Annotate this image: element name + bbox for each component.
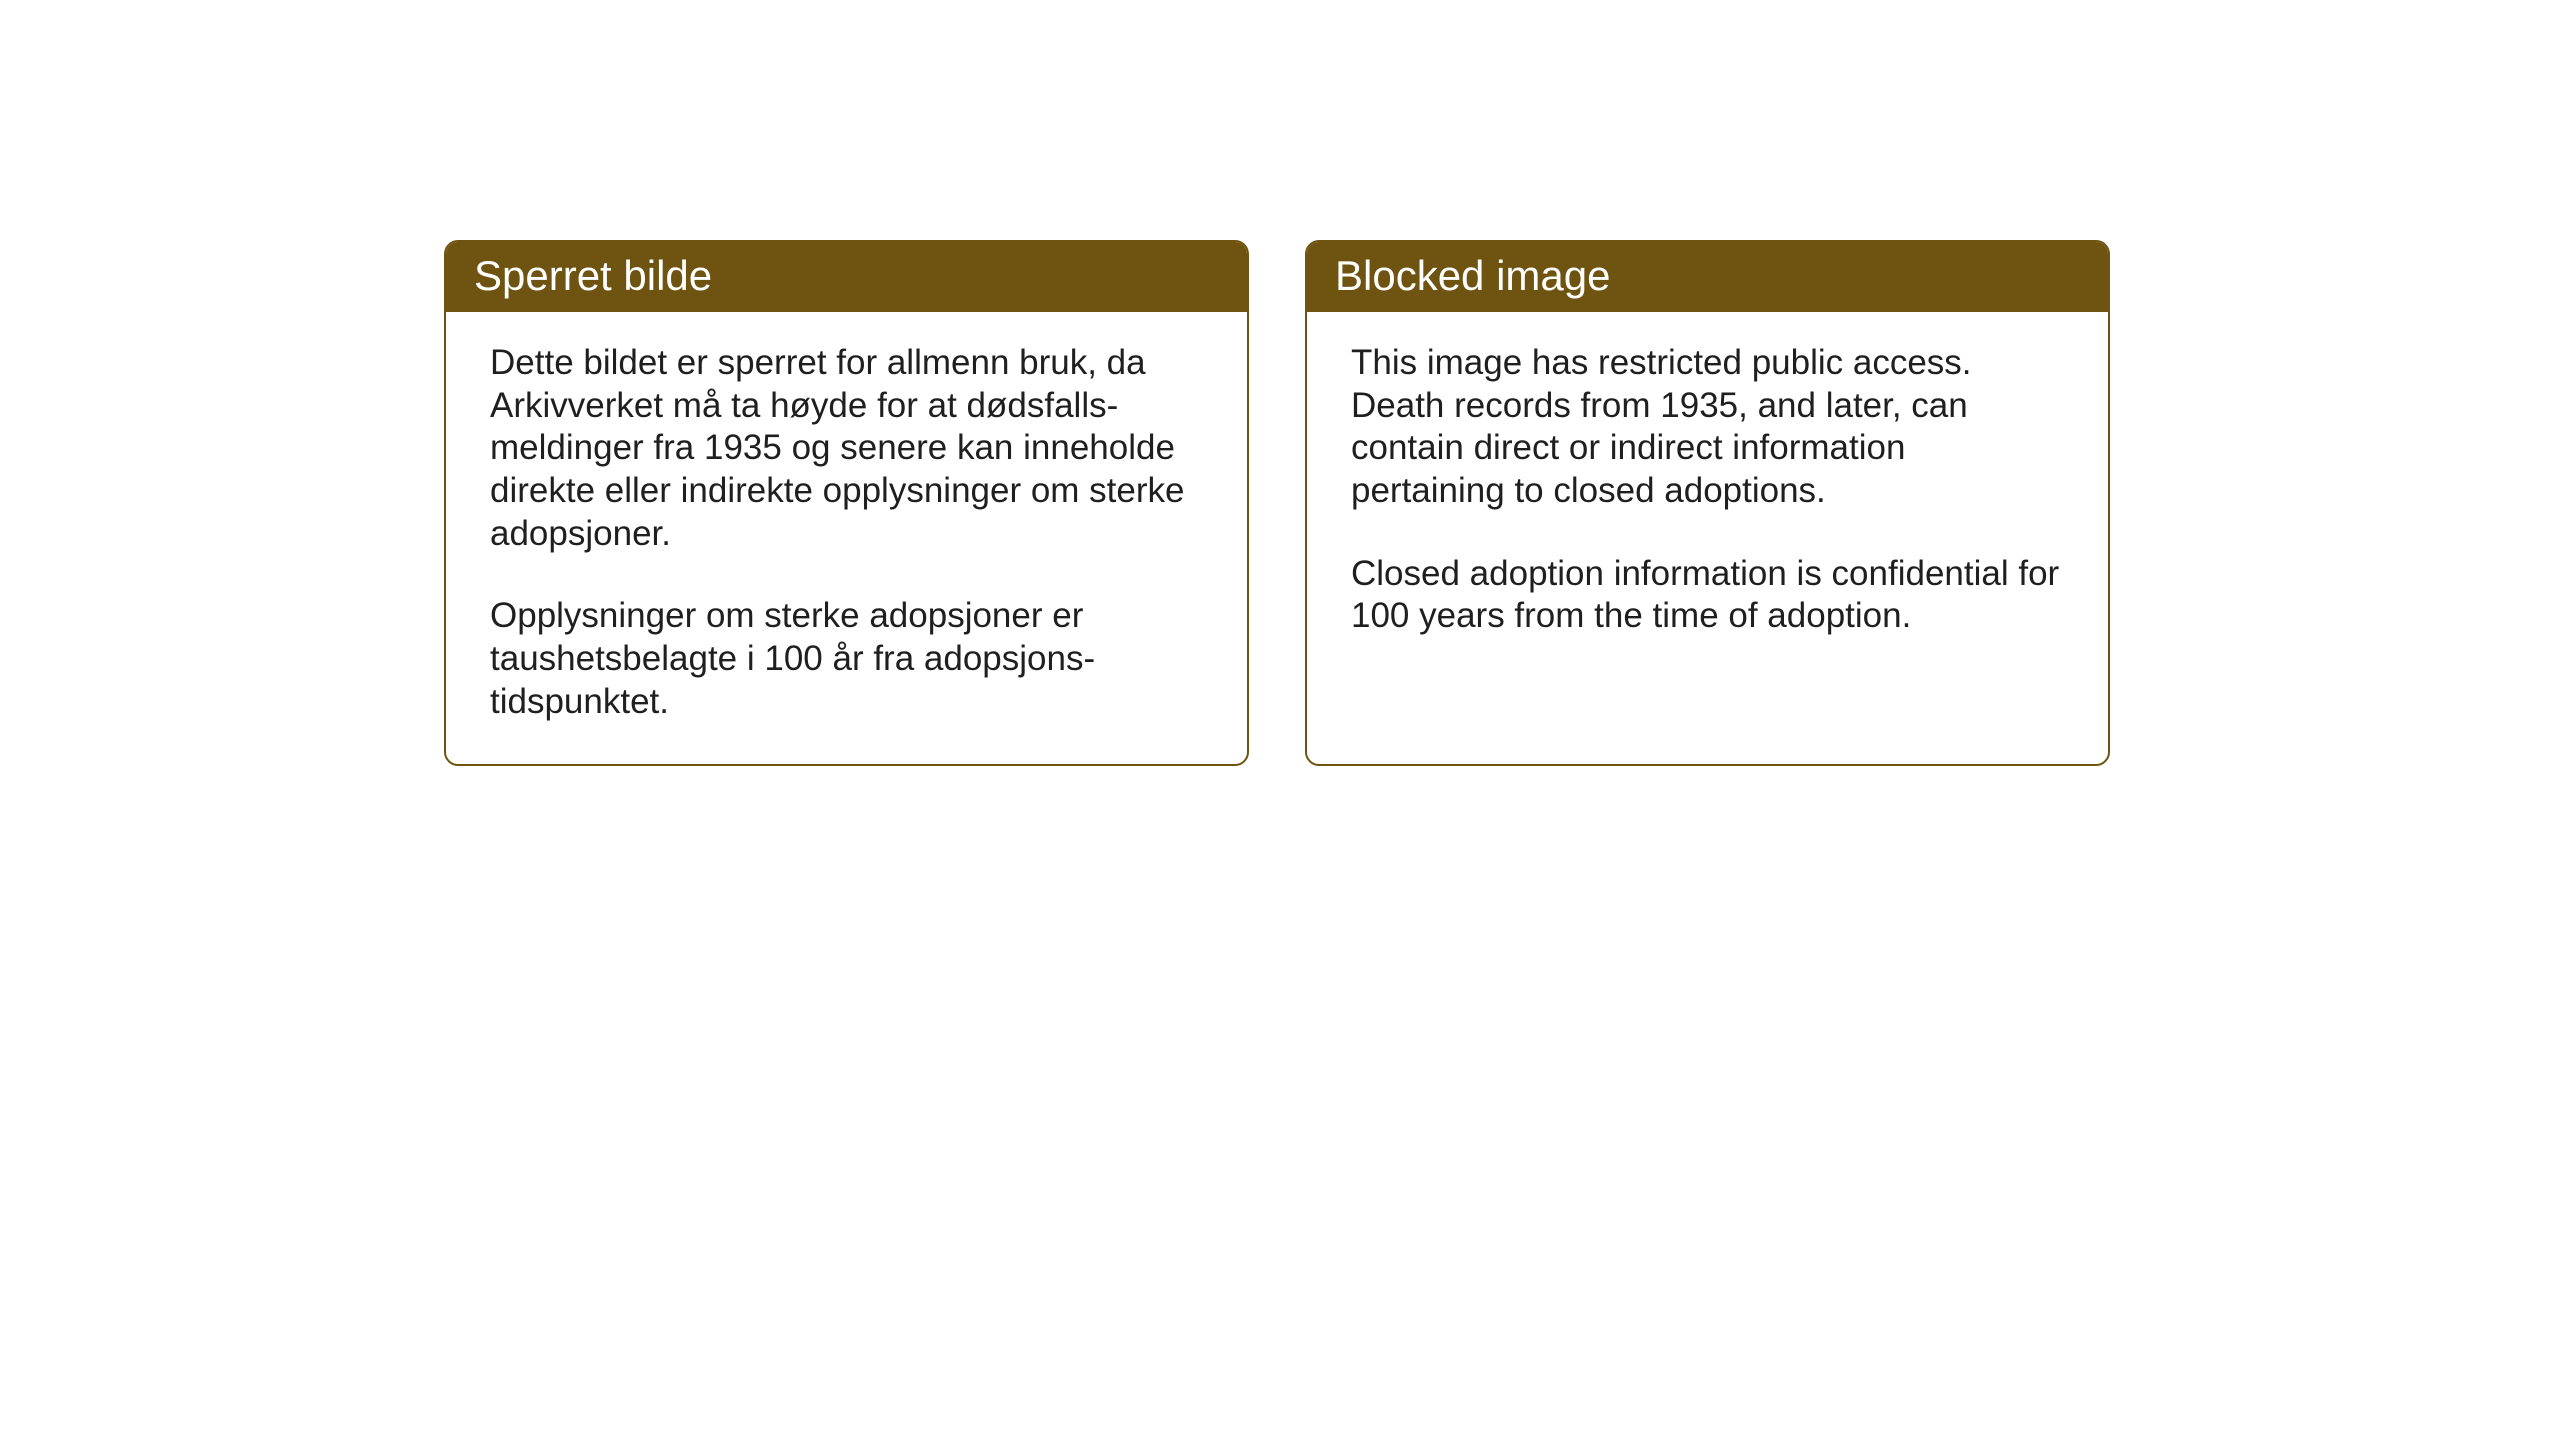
notice-container: Sperret bilde Dette bildet er sperret fo… xyxy=(444,240,2110,766)
card-header-english: Blocked image xyxy=(1307,242,2108,312)
card-paragraph-1-english: This image has restricted public access.… xyxy=(1351,342,2064,513)
card-body-norwegian: Dette bildet er sperret for allmenn bruk… xyxy=(446,312,1247,764)
notice-card-english: Blocked image This image has restricted … xyxy=(1305,240,2110,766)
card-header-norwegian: Sperret bilde xyxy=(446,242,1247,312)
card-paragraph-1-norwegian: Dette bildet er sperret for allmenn bruk… xyxy=(490,342,1203,555)
card-body-english: This image has restricted public access.… xyxy=(1307,312,2108,752)
card-paragraph-2-english: Closed adoption information is confident… xyxy=(1351,553,2064,638)
card-title-english: Blocked image xyxy=(1335,252,1610,299)
notice-card-norwegian: Sperret bilde Dette bildet er sperret fo… xyxy=(444,240,1249,766)
card-paragraph-2-norwegian: Opplysninger om sterke adopsjoner er tau… xyxy=(490,595,1203,723)
card-title-norwegian: Sperret bilde xyxy=(474,252,712,299)
